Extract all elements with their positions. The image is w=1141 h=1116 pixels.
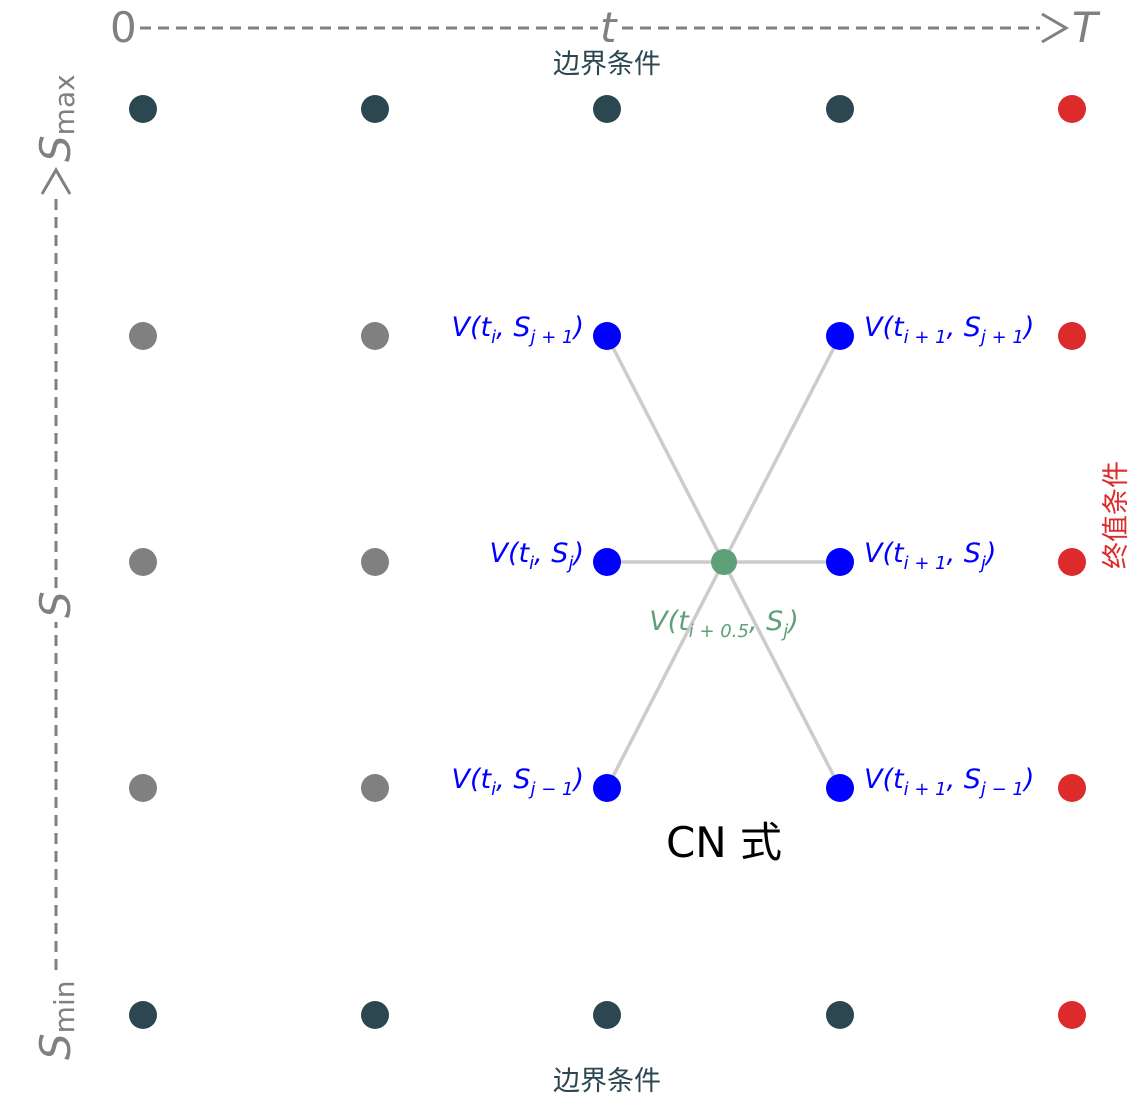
- s-axis-end-label: Smax: [31, 74, 81, 162]
- t-axis: 0 t T: [110, 3, 1101, 52]
- stencil-node-left-mid: [593, 548, 621, 576]
- interior-node: [361, 322, 389, 350]
- grid-nodes: [129, 95, 1086, 1029]
- stencil-node-left-top: [593, 322, 621, 350]
- s-axis-start-label: Smin: [31, 981, 81, 1060]
- boundary-node: [593, 1001, 621, 1029]
- boundary-bottom-label: 边界条件: [553, 1066, 661, 1097]
- interior-node: [361, 774, 389, 802]
- s-axis: Smin S Smax: [31, 74, 81, 1060]
- interior-node: [361, 548, 389, 576]
- stencil-node-left-bot: [593, 774, 621, 802]
- label-right-bot: V(ti + 1, Sj − 1): [864, 764, 1034, 800]
- terminal-node: [1058, 95, 1086, 123]
- terminal-condition-label: 终值条件: [1101, 461, 1132, 569]
- label-left-mid: V(ti, Sj): [490, 538, 584, 574]
- boundary-node: [361, 95, 389, 123]
- s-axis-mid-label: S: [31, 591, 80, 618]
- terminal-node: [1058, 1001, 1086, 1029]
- boundary-node: [129, 1001, 157, 1029]
- terminal-node: [1058, 322, 1086, 350]
- t-axis-start-label: 0: [110, 3, 137, 52]
- stencil-node-right-top: [826, 322, 854, 350]
- label-right-top: V(ti + 1, Sj + 1): [864, 312, 1034, 348]
- label-center: V(ti + 0.5, Sj): [649, 606, 799, 642]
- boundary-top-label: 边界条件: [553, 49, 661, 80]
- interior-node: [129, 548, 157, 576]
- label-left-top: V(ti, Sj + 1): [452, 312, 584, 348]
- terminal-node: [1058, 548, 1086, 576]
- t-axis-arrow-icon: [1041, 12, 1069, 44]
- boundary-node: [826, 95, 854, 123]
- center-node: [711, 549, 737, 575]
- interior-node: [129, 322, 157, 350]
- terminal-node: [1058, 774, 1086, 802]
- interior-node: [129, 774, 157, 802]
- boundary-node: [361, 1001, 389, 1029]
- t-axis-end-label: T: [1072, 3, 1101, 52]
- stencil-node-right-bot: [826, 774, 854, 802]
- boundary-node: [129, 95, 157, 123]
- stencil-node-right-mid: [826, 548, 854, 576]
- label-right-mid: V(ti + 1, Sj): [864, 538, 996, 574]
- s-axis-arrow-icon: [40, 167, 72, 195]
- label-left-bot: V(ti, Sj − 1): [452, 764, 584, 800]
- boundary-node: [826, 1001, 854, 1029]
- t-axis-mid-label: t: [600, 3, 618, 52]
- boundary-node: [593, 95, 621, 123]
- scheme-label: CN 式: [666, 818, 782, 867]
